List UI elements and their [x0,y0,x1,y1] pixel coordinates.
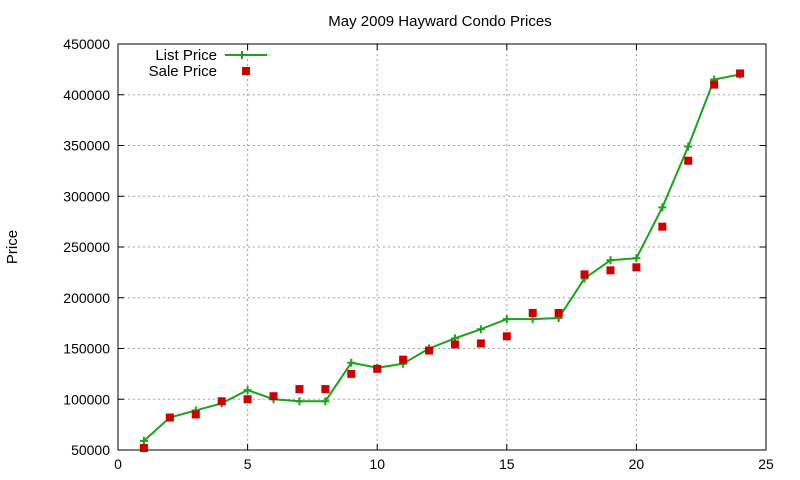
plot-frame [117,43,767,451]
sale-price-point [347,369,356,378]
x-tick-label: 10 [369,456,385,472]
y-tick-label: 350000 [63,138,110,154]
y-tick-label: 150000 [63,341,110,357]
x-tick-label: 5 [244,456,252,472]
sale-price-point [736,69,745,78]
y-tick-label: 450000 [63,36,110,52]
y-tick-label: 250000 [63,239,110,255]
list-price-point [502,315,511,324]
sale-price-point [658,222,667,231]
legend-label: List Price [155,47,217,64]
sale-price-point [399,355,408,364]
sale-price-point [710,80,719,89]
x-tick-label: 25 [758,456,774,472]
y-tick-label: 300000 [63,188,110,204]
list-price-point [606,256,615,265]
sale-price-point [580,270,589,279]
list-price-point [321,397,330,406]
legend-label: Sale Price [149,63,217,80]
list-price-point [243,386,252,395]
grid [118,44,766,450]
list-price-point [347,358,356,367]
y-axis-label: Price [4,230,21,264]
list-price-point [684,142,693,151]
list-price-point [295,397,304,406]
sale-price-point [295,385,304,394]
sale-price-point [269,392,278,401]
list-price-line [143,73,741,442]
y-tick-label: 50000 [71,442,110,458]
sale-price-point [528,308,537,317]
sale-price-point [476,339,485,348]
sale-price-point [139,443,148,452]
list-price-point [658,203,667,212]
x-tick-label: 15 [499,456,515,472]
sale-price-point [373,364,382,373]
list-price-point [632,254,641,263]
sale-price-point [217,397,226,406]
x-tick-label: 0 [114,456,122,472]
sale-price-point [450,340,459,349]
sale-price-point [606,266,615,275]
sale-price-point [502,332,511,341]
list-price-point [476,325,485,334]
y-tick-label: 100000 [63,391,110,407]
list-price-point [139,436,148,445]
sale-price-point [165,413,174,422]
sale-price-point [321,385,330,394]
legend-square-swatch [242,67,250,75]
sale-price-point [425,346,434,355]
sale-price-point [632,263,641,272]
sale-price-point [191,410,200,419]
axis-ticks: 0 5 10 15 20 25 50000 100000 150000 200000 250000 3… [63,36,774,472]
chart-title: May 2009 Hayward Condo Prices [328,13,551,30]
y-tick-label: 200000 [63,290,110,306]
sale-price-point [243,395,252,404]
x-tick-label: 20 [629,456,645,472]
sale-price-point [684,156,693,165]
series-layer [139,69,745,452]
y-tick-label: 400000 [63,87,110,103]
sale-price-point [554,308,563,317]
